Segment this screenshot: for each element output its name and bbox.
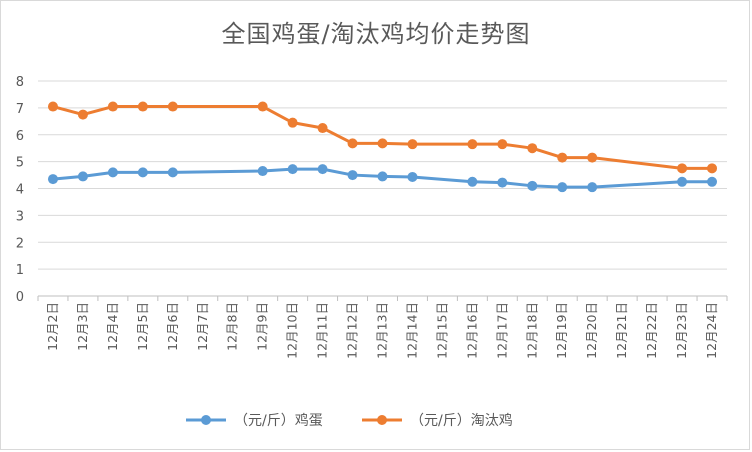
data-point	[137, 101, 148, 112]
y-tick-label: 1	[16, 263, 24, 278]
data-point	[347, 170, 358, 181]
data-point	[47, 174, 58, 185]
series-0	[47, 164, 718, 193]
x-tick-label: 12月16日	[464, 302, 479, 359]
y-tick-label: 6	[16, 129, 24, 144]
legend-label: （元/斤）鸡蛋	[234, 412, 323, 429]
legend-item: （元/斤）鸡蛋	[186, 412, 323, 429]
y-tick-label: 7	[16, 102, 24, 117]
legend-label: （元/斤）淘汰鸡	[410, 412, 513, 429]
x-tick-label: 12月13日	[375, 302, 390, 359]
data-point	[257, 166, 268, 177]
data-point	[407, 171, 418, 182]
data-point	[167, 167, 178, 178]
x-tick-label: 12月22日	[644, 302, 659, 359]
data-point	[287, 117, 298, 128]
x-tick-label: 12月12日	[345, 302, 360, 359]
data-point	[497, 139, 508, 150]
data-point	[377, 171, 388, 182]
x-tick-label: 12月9日	[255, 302, 270, 351]
data-point	[107, 167, 118, 178]
x-tick-label: 12月21日	[614, 302, 629, 359]
data-point	[497, 177, 508, 188]
data-point	[167, 101, 178, 112]
x-tick-label: 12月4日	[105, 302, 120, 351]
data-point	[47, 101, 58, 112]
data-point	[137, 167, 148, 178]
data-point	[347, 138, 358, 149]
data-point	[107, 101, 118, 112]
legend-marker	[377, 415, 387, 425]
data-point	[707, 163, 718, 174]
y-tick-label: 0	[16, 290, 24, 305]
x-tick-label: 12月19日	[554, 302, 569, 359]
y-tick-label: 2	[16, 236, 24, 251]
x-tick-label: 12月6日	[165, 302, 180, 351]
legend-item: （元/斤）淘汰鸡	[362, 412, 513, 429]
series-line	[52, 105, 713, 170]
x-tick-label: 12月8日	[225, 302, 240, 351]
legend: （元/斤）鸡蛋 （元/斤）淘汰鸡	[186, 412, 513, 429]
data-point	[407, 139, 418, 150]
x-tick-label: 12月20日	[584, 302, 599, 359]
x-tick-label: 12月11日	[315, 302, 330, 359]
data-point	[317, 164, 328, 175]
series-1	[47, 101, 718, 174]
data-point	[677, 163, 688, 174]
data-point	[77, 171, 88, 182]
chart-title: 全国鸡蛋/淘汰鸡均价走势图	[221, 20, 531, 48]
data-point	[587, 152, 598, 163]
data-point	[77, 109, 88, 120]
data-point	[677, 176, 688, 187]
data-point	[467, 139, 478, 150]
x-axis-ticks: 12月2日 12月3日 12月4日 12月5日 12月6日 12月7日 12月8日 12月9日…	[45, 302, 719, 359]
x-tick-label: 12月14日	[404, 302, 419, 359]
data-point	[317, 123, 328, 134]
x-tick-label: 12月5日	[135, 302, 150, 351]
x-tick-label: 12月10日	[285, 302, 300, 359]
legend-marker	[201, 415, 211, 425]
x-tick-label: 12月17日	[494, 302, 509, 359]
y-tick-label: 8	[16, 75, 24, 90]
y-tick-label: 4	[16, 183, 24, 198]
y-tick-label: 3	[16, 209, 24, 224]
x-tick-label: 12月7日	[195, 302, 210, 351]
data-point	[377, 138, 388, 149]
data-point	[557, 152, 568, 163]
x-tick-label: 12月3日	[75, 302, 90, 351]
data-point	[257, 101, 268, 112]
x-tick-label: 12月2日	[45, 302, 60, 351]
data-point	[527, 180, 538, 191]
data-point	[557, 182, 568, 193]
x-tick-label: 12月18日	[524, 302, 539, 359]
data-point	[527, 143, 538, 154]
x-axis	[37, 295, 728, 301]
x-tick-label: 12月23日	[674, 302, 689, 359]
data-point	[587, 182, 598, 193]
data-point	[707, 176, 718, 187]
x-tick-label: 12月15日	[434, 302, 449, 359]
data-point	[467, 176, 478, 187]
series-layer	[47, 101, 718, 193]
y-tick-label: 5	[16, 156, 24, 171]
data-point	[287, 164, 298, 175]
x-tick-label: 12月24日	[704, 302, 719, 359]
y-axis-ticks: 0 1 2 3 4 5 6 7 8	[16, 75, 24, 305]
